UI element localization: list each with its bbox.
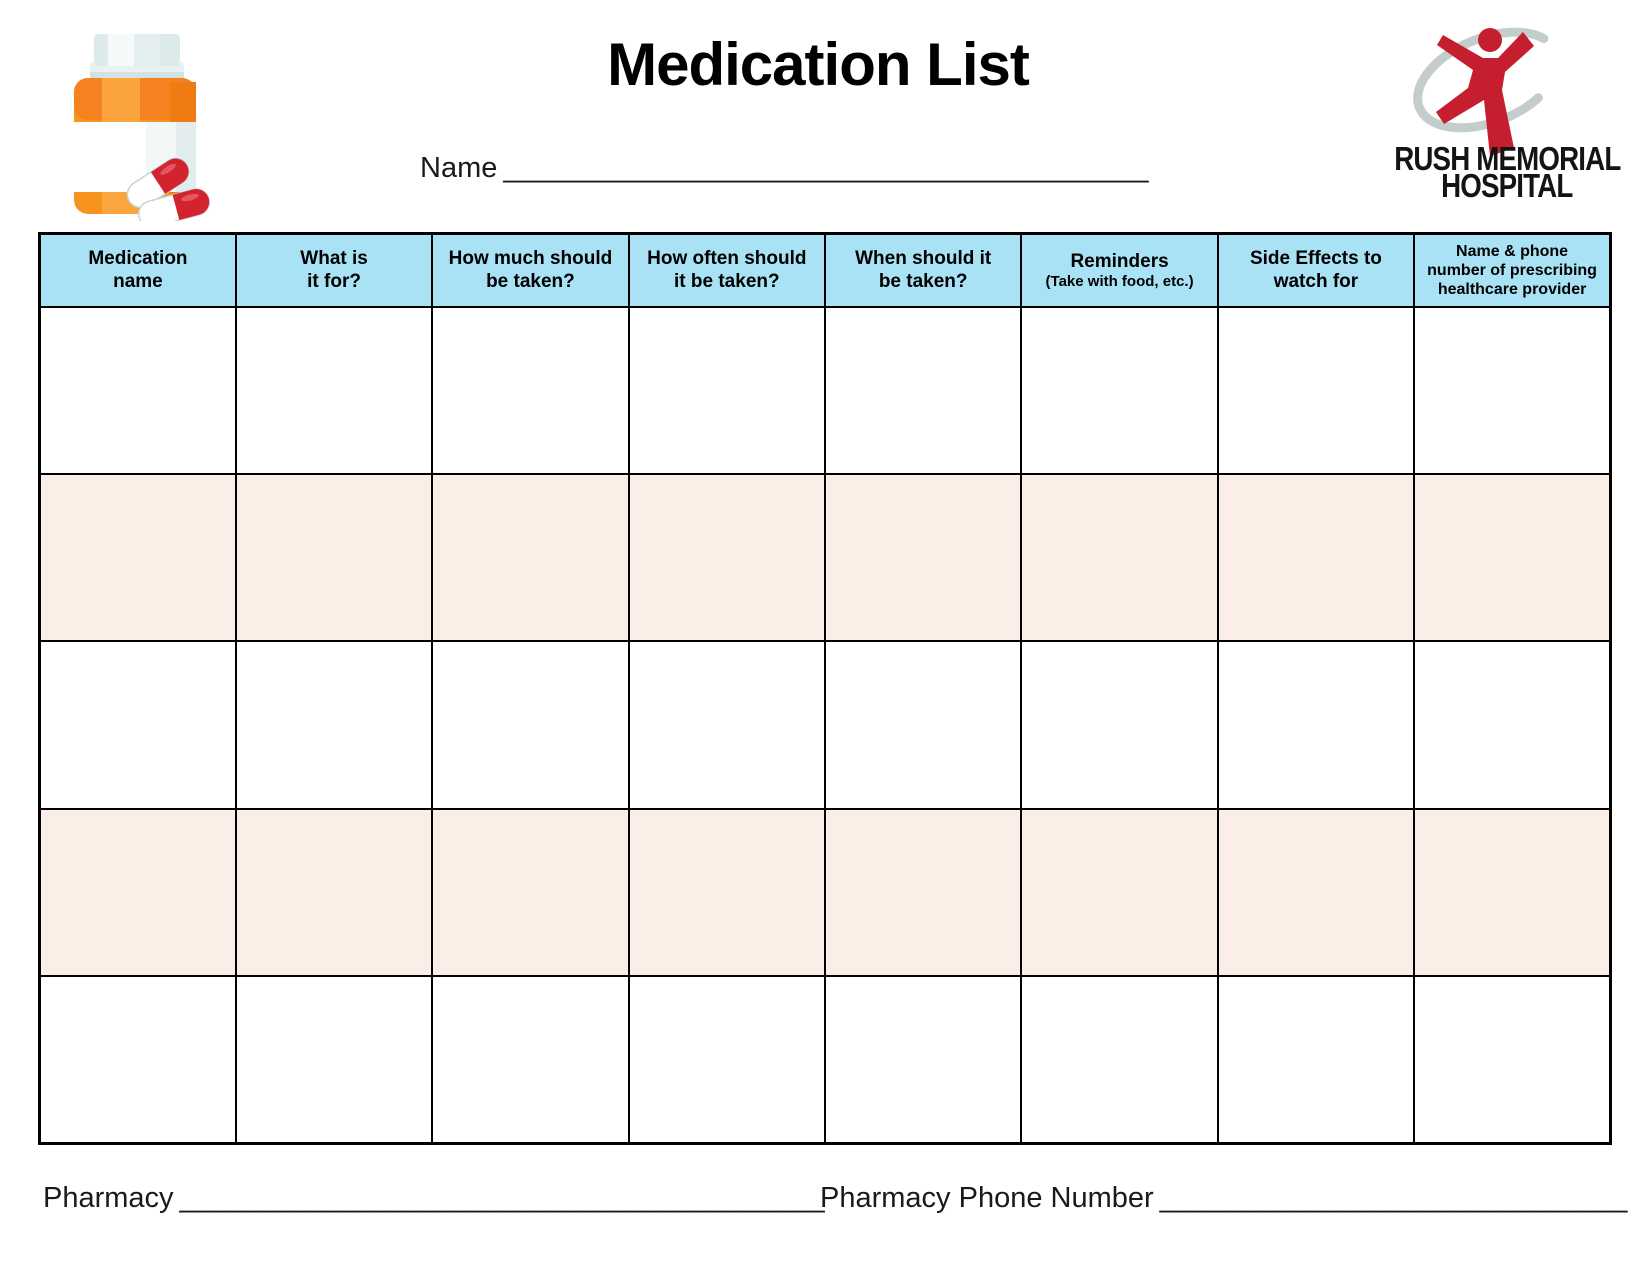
table-cell[interactable]	[1413, 472, 1612, 643]
header-when: When should it be taken?	[823, 232, 1023, 308]
table-cell[interactable]	[1020, 472, 1219, 643]
header-prescriber: Name & phone number of prescribing healthc…	[1413, 232, 1612, 308]
table-cell[interactable]	[823, 472, 1023, 643]
header-how-often: How often should it be taken?	[627, 232, 827, 308]
table-cell[interactable]	[627, 975, 827, 1145]
pharmacy-phone-field: Pharmacy Phone Number ___________________…	[820, 1182, 1627, 1215]
table-cell[interactable]	[1216, 640, 1416, 810]
table-cell[interactable]	[1020, 975, 1219, 1145]
table-cell[interactable]	[1413, 975, 1612, 1145]
table-cell[interactable]	[1020, 807, 1219, 978]
pharmacy-label: Pharmacy	[43, 1182, 174, 1214]
table-cell[interactable]	[1216, 807, 1416, 978]
table-cell[interactable]	[627, 305, 827, 475]
table-cell[interactable]	[1020, 640, 1219, 810]
hospital-logo-mark-icon	[1413, 27, 1563, 156]
hospital-name-line2: HOSPITAL	[1441, 167, 1573, 204]
table-row	[38, 807, 1612, 978]
pharmacy-field: Pharmacy ________________________________…	[43, 1182, 825, 1214]
header-how-much: How much should be taken?	[431, 232, 630, 308]
table-cell[interactable]	[38, 305, 237, 475]
medication-table: Medication name What is it for? How much s…	[38, 232, 1612, 1145]
table-cell[interactable]	[1413, 807, 1612, 978]
table-cell[interactable]	[1216, 472, 1416, 643]
table-row	[38, 975, 1612, 1145]
table-cell[interactable]	[38, 640, 237, 810]
hospital-logo: RUSH MEMORIAL HOSPITAL	[1290, 14, 1630, 214]
table-cell[interactable]	[38, 975, 237, 1145]
table-cell[interactable]	[627, 807, 827, 978]
medication-table-header: Medication name What is it for? How much s…	[38, 232, 1612, 308]
capsule-icon	[126, 157, 190, 209]
table-cell[interactable]	[627, 472, 827, 643]
table-cell[interactable]	[431, 975, 630, 1145]
name-field: Name ____________________________________…	[420, 152, 1180, 185]
table-cell[interactable]	[234, 305, 434, 475]
pharmacy-fill-line[interactable]: ________________________________________	[179, 1182, 825, 1214]
capsule-icon	[138, 188, 210, 221]
name-fill-line[interactable]: ________________________________________	[503, 152, 1149, 184]
table-row	[38, 640, 1612, 810]
table-cell[interactable]	[1020, 305, 1219, 475]
table-cell[interactable]	[823, 640, 1023, 810]
table-cell[interactable]	[431, 640, 630, 810]
table-cell[interactable]	[234, 640, 434, 810]
table-cell[interactable]	[234, 975, 434, 1145]
table-cell[interactable]	[38, 472, 237, 643]
table-cell[interactable]	[431, 305, 630, 475]
table-row	[38, 305, 1612, 475]
page-title: Medication List	[607, 31, 1030, 98]
hospital-name-line1: RUSH MEMORIAL	[1394, 140, 1621, 177]
name-label: Name	[420, 152, 498, 184]
header-reminders: Reminders (Take with food, etc.)	[1020, 232, 1219, 308]
table-cell[interactable]	[431, 472, 630, 643]
table-row	[38, 472, 1612, 643]
pharmacy-phone-label: Pharmacy Phone Number	[820, 1182, 1154, 1214]
table-cell[interactable]	[234, 472, 434, 643]
header-side-effects: Side Effects to watch for	[1216, 232, 1416, 308]
pill-bottle-icon	[74, 34, 210, 221]
table-cell[interactable]	[1216, 975, 1416, 1145]
header-what-is-it-for: What is it for?	[234, 232, 434, 308]
pharmacy-phone-fill-line[interactable]: _____________________________	[1159, 1182, 1628, 1214]
footer: Pharmacy ________________________________…	[43, 1182, 1627, 1215]
table-cell[interactable]	[1413, 640, 1612, 810]
table-cell[interactable]	[627, 640, 827, 810]
header-medication-name: Medication name	[38, 232, 237, 308]
table-cell[interactable]	[234, 807, 434, 978]
table-cell[interactable]	[1216, 305, 1416, 475]
table-cell[interactable]	[1413, 305, 1612, 475]
hospital-logo-text: RUSH MEMORIAL HOSPITAL	[1394, 140, 1621, 202]
table-cell[interactable]	[431, 807, 630, 978]
table-cell[interactable]	[38, 807, 237, 978]
table-cell[interactable]	[823, 807, 1023, 978]
table-cell[interactable]	[823, 305, 1023, 475]
table-cell[interactable]	[823, 975, 1023, 1145]
